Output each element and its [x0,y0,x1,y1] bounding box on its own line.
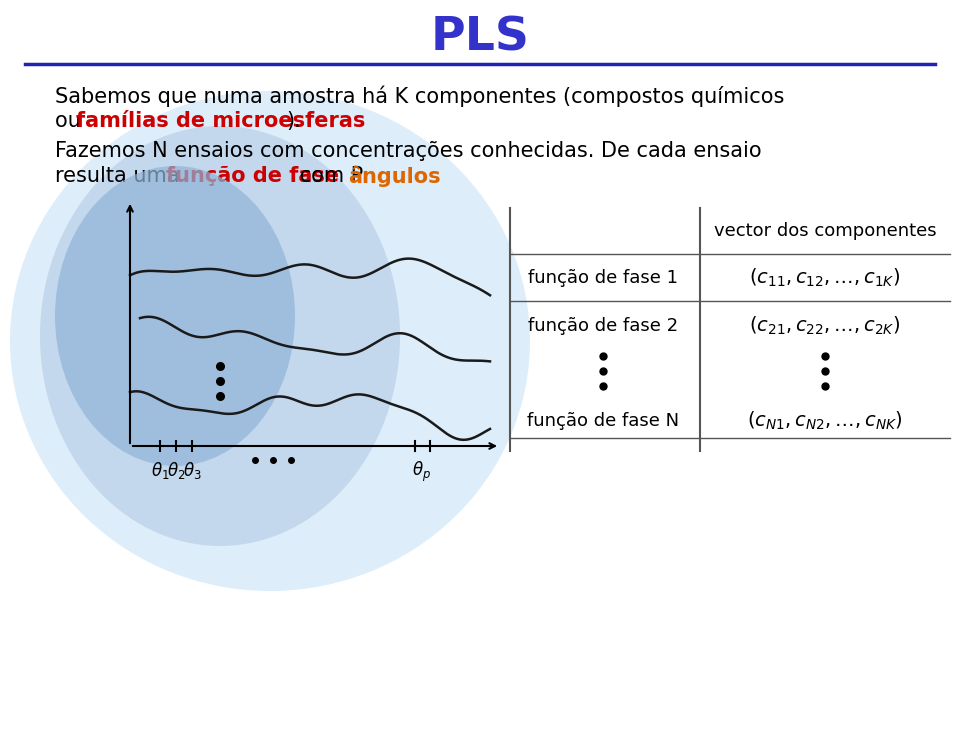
Ellipse shape [40,126,400,546]
Text: $(c_{11},c_{12},\ldots,c_{1K})$: $(c_{11},c_{12},\ldots,c_{1K})$ [750,267,900,289]
Text: resulta uma: resulta uma [55,166,186,186]
Text: função de fase 2: função de fase 2 [528,317,678,335]
Text: $\theta_p$: $\theta_p$ [413,460,431,484]
Ellipse shape [10,91,530,591]
Text: $(c_{N1},c_{N2},\ldots,c_{NK})$: $(c_{N1},c_{N2},\ldots,c_{NK})$ [747,410,903,432]
Text: Sabemos que numa amostra há K componentes (compostos químicos: Sabemos que numa amostra há K componente… [55,85,784,107]
Text: PLS: PLS [430,16,530,60]
Text: $\theta_1$: $\theta_1$ [151,460,169,481]
Text: função de fase 1: função de fase 1 [528,269,678,287]
Text: vector dos componentes: vector dos componentes [713,222,936,240]
Text: $\theta_2$: $\theta_2$ [167,460,185,481]
Text: ângulos: ângulos [348,166,441,187]
Text: função de fase N: função de fase N [527,412,679,430]
Text: ou: ou [55,111,87,131]
Text: $\theta_3$: $\theta_3$ [182,460,202,481]
Ellipse shape [55,166,295,466]
Text: Fazemos N ensaios com concentrações conhecidas. De cada ensaio: Fazemos N ensaios com concentrações conh… [55,141,761,161]
Text: com P: com P [293,166,370,186]
Text: função de fase: função de fase [166,166,339,186]
Text: famílias de microesferas: famílias de microesferas [76,111,366,131]
Text: $(c_{21},c_{22},\ldots,c_{2K})$: $(c_{21},c_{22},\ldots,c_{2K})$ [750,314,900,337]
Text: ).: ). [286,111,300,131]
